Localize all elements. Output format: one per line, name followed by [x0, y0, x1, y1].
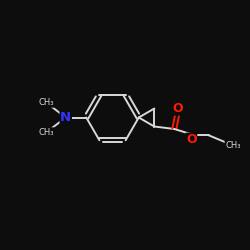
Text: CH₃: CH₃	[39, 98, 54, 107]
Text: CH₃: CH₃	[225, 141, 240, 150]
Text: O: O	[186, 133, 197, 146]
Text: O: O	[172, 102, 183, 115]
Text: N: N	[60, 111, 71, 124]
Text: CH₃: CH₃	[39, 128, 54, 137]
